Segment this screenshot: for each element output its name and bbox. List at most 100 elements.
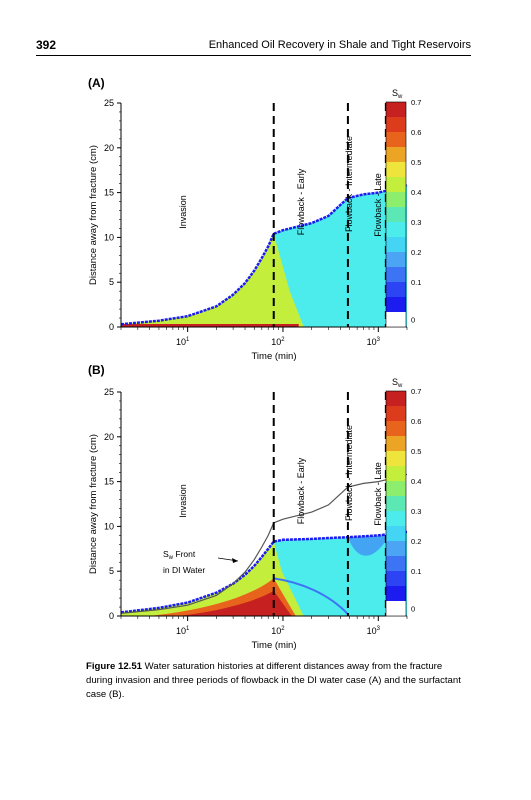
colorbar-swatch [386, 451, 406, 467]
region-peak-sw [178, 590, 292, 616]
colorbar-swatch [386, 237, 406, 253]
colorbar-frame [385, 390, 407, 617]
x-axis-label: Time (min) [251, 351, 296, 362]
colorbar-swatch [386, 282, 406, 298]
colorbar-tick-label: 0.3 [411, 507, 421, 516]
period-label-2: Flowback - Intermediate [344, 136, 354, 232]
x-tick-label: 102 [271, 337, 285, 347]
colorbar-tick-label: 0.3 [411, 218, 421, 227]
colorbar-swatch [386, 391, 406, 407]
period-label-0: Invasion [178, 195, 188, 229]
colorbar-tick-label: 0.5 [411, 158, 421, 167]
colorbar-swatch [386, 177, 406, 193]
colorbar-swatch [386, 601, 406, 617]
colorbar-swatch [386, 132, 406, 148]
colorbar-tick-label: 0 [411, 316, 415, 325]
y-tick-label: 10 [104, 232, 114, 242]
panel-label: (B) [88, 363, 105, 377]
colorbar-tick-label: 0.2 [411, 537, 421, 546]
figure-caption: Figure 12.51 Water saturation histories … [86, 660, 466, 702]
header-rule [36, 55, 471, 56]
period-label-3: Flowback - Late [373, 173, 383, 237]
colorbar-swatch [386, 526, 406, 542]
colorbar-tick-label: 0.6 [411, 128, 421, 137]
period-label-2: Flowback - Intermediate [344, 425, 354, 521]
colorbar-swatch [386, 496, 406, 512]
colorbar-swatch [386, 466, 406, 482]
colorbar-tick-label: 0.7 [411, 98, 421, 107]
colorbar-swatch [386, 481, 406, 497]
region-invasion [121, 233, 304, 327]
colorbar-swatch [386, 162, 406, 178]
colorbar-swatch [386, 406, 406, 422]
region-fracture-face [121, 324, 299, 327]
running-head: Enhanced Oil Recovery in Shale and Tight… [208, 39, 471, 51]
y-tick-label: 25 [104, 98, 114, 108]
y-tick-label: 20 [104, 432, 114, 442]
colorbar-tick-label: 0.1 [411, 567, 421, 576]
colorbar-swatch [386, 541, 406, 557]
y-tick-label: 0 [109, 322, 114, 332]
colorbar-swatch [386, 192, 406, 208]
annotation-arrow-head [232, 558, 238, 563]
colorbar-tick-label: 0.4 [411, 188, 421, 197]
annotation-line2: in DI Water [163, 565, 205, 575]
colorbar-swatch [386, 312, 406, 328]
y-tick-label: 5 [109, 566, 114, 576]
panel-b: (B) Sw Front in DI Water Invasion Flowback -… [88, 363, 408, 651]
colorbar-a: Sw 0.7 0.6 0.5 0.4 0.3 0.2 0.1 0 [385, 88, 421, 328]
region-intermediate [347, 535, 390, 556]
colorbar-tick-label: 0.6 [411, 417, 421, 426]
panel-label: (A) [88, 76, 105, 90]
sw-front-band [120, 184, 408, 326]
colorbar-swatch [386, 117, 406, 133]
colorbar-b: Sw 0.7 0.6 0.5 0.4 0.3 0.2 0.1 0 [385, 377, 421, 617]
colorbar-tick-label: 0.4 [411, 477, 421, 486]
y-tick-label: 25 [104, 387, 114, 397]
x-tick-label: 101 [176, 337, 190, 347]
colorbar-frame [385, 101, 407, 328]
trailing-front [273, 577, 349, 615]
caption-text: Water saturation histories at different … [86, 661, 461, 700]
colorbar-swatch [386, 556, 406, 572]
x-tick-label: 103 [367, 337, 381, 347]
colorbar-swatch [386, 267, 406, 283]
y-axis-label: Distance away from fracture (cm) [88, 145, 99, 285]
colorbar-tick-label: 0 [411, 605, 415, 614]
colorbar-swatch [386, 586, 406, 602]
colorbar-swatch [386, 222, 406, 238]
x-tick-label: 101 [176, 626, 190, 636]
colorbar-swatch [386, 147, 406, 163]
y-tick-label: 15 [104, 477, 114, 487]
page-number: 392 [36, 38, 57, 52]
panel-a: (A) Invasion Flowback - Early Flowback - In… [88, 76, 408, 362]
y-tick-label: 0 [109, 611, 114, 621]
colorbar-swatch [386, 436, 406, 452]
period-label-1: Flowback - Early [296, 168, 306, 235]
y-tick-label: 20 [104, 143, 114, 153]
x-tick-label: 103 [367, 626, 381, 636]
colorbar-swatch [386, 252, 406, 268]
colorbar-tick-label: 0.5 [411, 447, 421, 456]
period-label-1: Flowback - Early [296, 457, 306, 524]
colorbar-title: Sw [392, 88, 403, 100]
colorbar-swatch [386, 421, 406, 437]
y-tick-label: 10 [104, 521, 114, 531]
x-tick-label: 102 [271, 626, 285, 636]
y-tick-label: 5 [109, 277, 114, 287]
y-tick-label: 15 [104, 188, 114, 198]
period-label-0: Invasion [178, 484, 188, 518]
colorbar-tick-label: 0.2 [411, 248, 421, 257]
colorbar-swatch [386, 511, 406, 527]
sw-front-band [120, 530, 408, 614]
colorbar-swatch [386, 297, 406, 313]
y-axis-label: Distance away from fracture (cm) [88, 434, 99, 574]
annotation-line1: Sw Front [163, 549, 196, 561]
colorbar-swatch [386, 207, 406, 223]
colorbar-swatch [386, 571, 406, 587]
colorbar-tick-label: 0.7 [411, 387, 421, 396]
caption-label: Figure 12.51 [86, 661, 142, 672]
period-label-3: Flowback - Late [373, 462, 383, 526]
x-axis-label: Time (min) [251, 640, 296, 651]
